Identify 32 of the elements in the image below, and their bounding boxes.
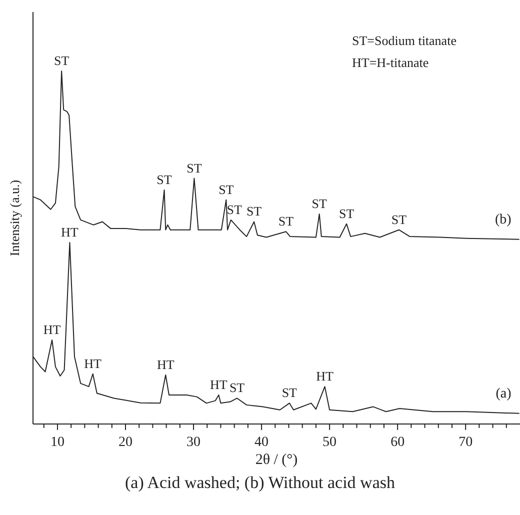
annotation: HT [84,356,102,371]
annotation: ST [391,212,407,227]
annotation: ST [282,385,298,400]
annotation: ST [186,160,202,176]
x-tick-label: 70 [458,435,473,450]
annotation: ST [218,182,234,197]
text: (a) Acid washed; (b) Without acid wash [125,473,396,492]
x-tick-label: 50 [322,435,337,450]
text: HT=H-titanate [352,55,429,70]
series-label: (b) [494,212,512,228]
annotation: HT [316,368,334,384]
annotation: HT [43,322,61,337]
series-label: (a) [496,386,512,402]
x-tick-label: 20 [118,435,133,450]
annotation: ST [156,172,172,187]
text: ST=Sodium titanate [352,33,457,48]
annotation: HT [61,224,78,240]
annotation: ST [312,196,327,211]
annotation: ST [338,206,354,221]
y-axis-title: Intensity (a.u.) [7,180,22,256]
annotation: ST [226,202,242,217]
annotation: HT [156,356,174,372]
x-tick-label: 40 [254,435,269,450]
x-tick-label: 10 [50,435,64,450]
annotation: ST [278,214,294,229]
x-axis-title: 2θ / (°) [255,452,298,468]
annotation: ST [246,204,262,219]
annotation: ST [54,53,70,68]
x-tick-label: 60 [390,435,405,450]
annotation: HT [210,377,228,392]
x-tick-label: 30 [186,435,201,450]
annotation: ST [229,380,245,396]
